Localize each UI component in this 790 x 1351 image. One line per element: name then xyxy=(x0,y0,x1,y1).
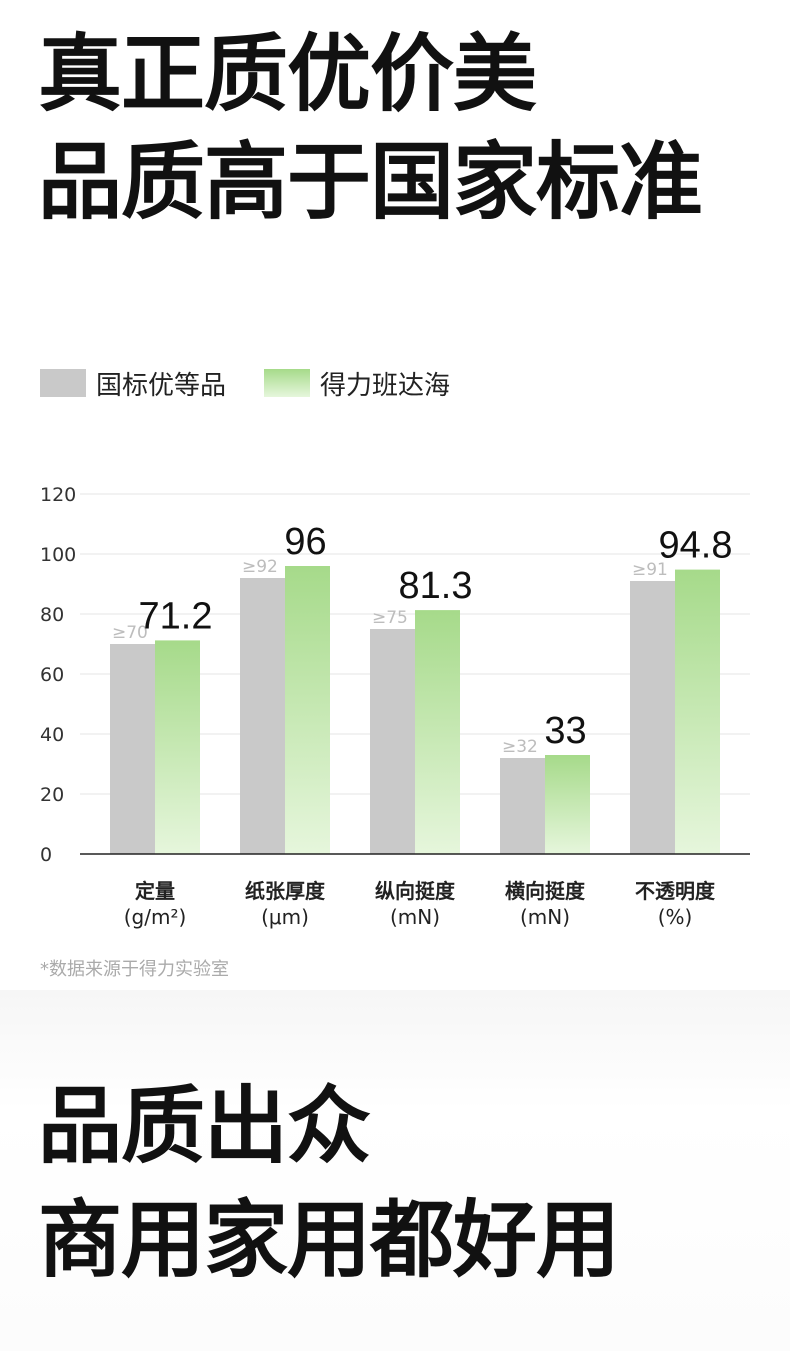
bar-deli xyxy=(285,566,330,854)
legend-swatch-standard xyxy=(40,369,86,397)
bar-label-standard: ≥91 xyxy=(632,560,668,580)
legend-swatch-deli xyxy=(264,369,311,397)
y-tick-label: 60 xyxy=(40,664,64,686)
bar-label-deli: 96 xyxy=(284,521,326,563)
bar-label-deli: 71.2 xyxy=(139,595,213,637)
y-tick-label: 0 xyxy=(40,844,52,866)
x-category-label: 纵向挺度 xyxy=(375,879,456,903)
bar-label-standard: ≥32 xyxy=(502,737,538,757)
bar-deli xyxy=(545,755,590,854)
bottom-headline-line-2: 商用家用都好用 xyxy=(38,1191,620,1289)
data-source-footnote: *数据来源于得力实验室 xyxy=(40,959,229,980)
bar-standard xyxy=(370,629,415,854)
legend-label-standard: 国标优等品 xyxy=(96,370,227,401)
bar-deli xyxy=(675,569,720,854)
legend-label-deli: 得力班达海 xyxy=(320,370,451,401)
bar-deli xyxy=(415,610,460,854)
bar-label-deli: 94.8 xyxy=(659,525,733,567)
bar-label-standard: ≥92 xyxy=(242,557,278,577)
y-tick-label: 20 xyxy=(40,784,64,806)
x-category-unit: (%) xyxy=(658,905,693,929)
x-category-label: 纸张厚度 xyxy=(245,879,326,903)
x-category-label: 横向挺度 xyxy=(505,879,586,903)
y-tick-label: 40 xyxy=(40,724,64,746)
headline-line-1: 真正质优价美 xyxy=(38,25,537,123)
bar-label-deli: 33 xyxy=(544,710,586,752)
legend-item-deli: 得力班达海 xyxy=(264,365,450,402)
x-category-unit: (mN) xyxy=(390,905,440,929)
chart-legend: 国标优等品 得力班达海 xyxy=(40,365,488,402)
y-tick-label: 100 xyxy=(40,544,76,566)
x-category-unit: (μm) xyxy=(261,905,309,929)
legend-item-standard: 国标优等品 xyxy=(40,365,226,402)
bottom-headline-line-1: 品质出众 xyxy=(38,1077,371,1175)
bar-label-standard: ≥70 xyxy=(112,623,148,643)
bar-standard xyxy=(110,644,155,854)
x-category-unit: (g/m²) xyxy=(124,905,187,929)
bar-label-standard: ≥75 xyxy=(372,608,408,628)
bar-deli xyxy=(155,640,200,854)
bar-label-deli: 81.3 xyxy=(399,565,473,607)
x-category-label: 不透明度 xyxy=(635,879,716,903)
bar-standard xyxy=(500,758,545,854)
headline-line-2: 品质高于国家标准 xyxy=(38,133,703,231)
y-tick-label: 120 xyxy=(40,484,76,506)
bar-standard xyxy=(630,581,675,854)
x-category-unit: (mN) xyxy=(520,905,570,929)
y-tick-label: 80 xyxy=(40,604,64,626)
bar-chart: 020406080100120≥7071.2定量(g/m²)≥9296纸张厚度(… xyxy=(40,484,750,929)
bar-standard xyxy=(240,578,285,854)
bottom-panel xyxy=(0,990,790,1351)
x-category-label: 定量 xyxy=(135,879,175,903)
